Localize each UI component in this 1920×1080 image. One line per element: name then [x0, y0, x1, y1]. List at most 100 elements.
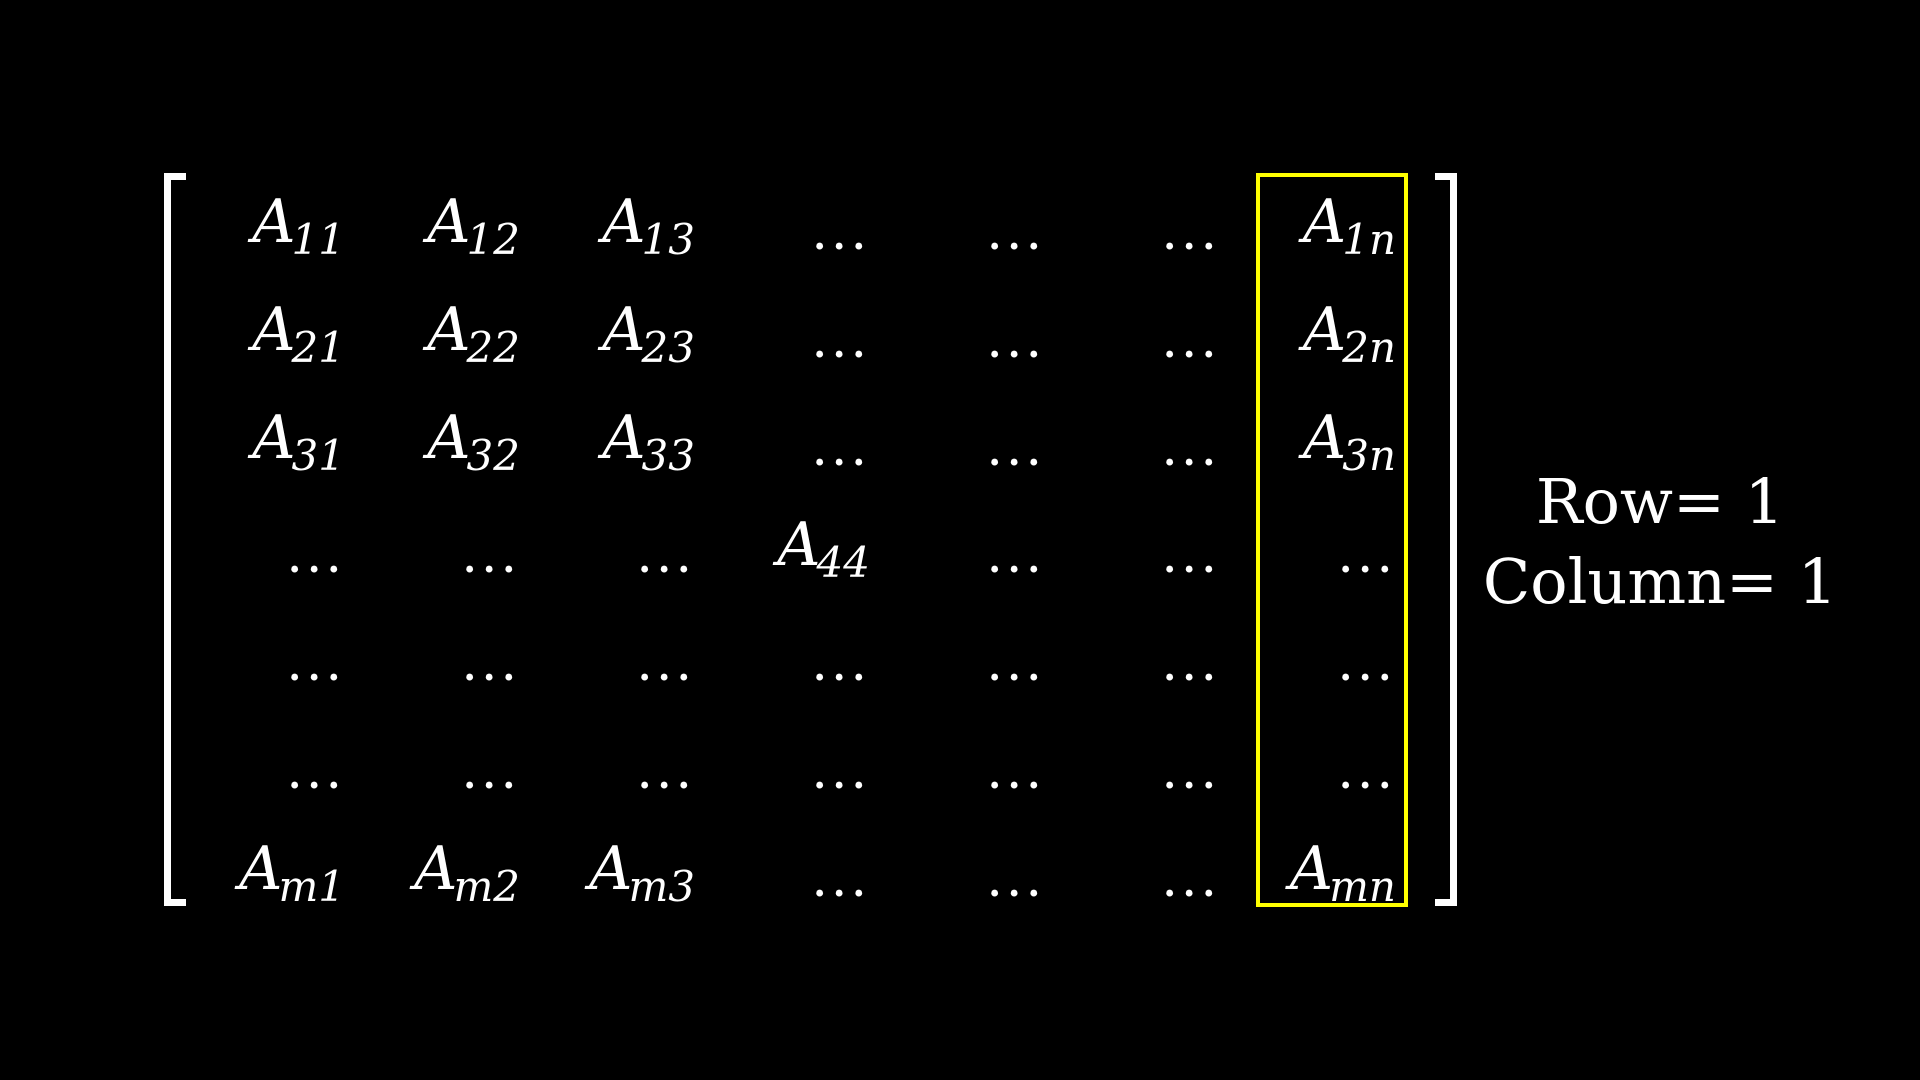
entry-subscript: 13 — [641, 215, 695, 264]
matrix-entry: A44 — [690, 491, 870, 599]
ellipsis: ... — [865, 815, 1045, 923]
matrix-entry: A13 — [515, 168, 695, 276]
entry-subscript: m2 — [453, 862, 520, 911]
ellipsis-text: ... — [986, 741, 1045, 801]
ellipsis: ... — [865, 491, 1045, 599]
ellipsis-text: ... — [811, 633, 870, 693]
entry-subscript: 1n — [1342, 215, 1396, 264]
matrix-entry: A21 — [165, 276, 345, 384]
index-labels: Row= 1 Column= 1 — [1480, 462, 1840, 622]
entry-subscript: 22 — [466, 323, 520, 372]
ellipsis: ... — [690, 384, 870, 492]
entry-subscript: 12 — [466, 215, 520, 264]
ellipsis: ... — [340, 491, 520, 599]
entry-symbol: A — [1289, 834, 1334, 904]
ellipsis-text: ... — [636, 525, 695, 585]
ellipsis: ... — [1040, 384, 1220, 492]
matrix-entry: A32 — [340, 384, 520, 492]
ellipsis-text: ... — [811, 418, 870, 478]
entry-symbol: A — [1302, 295, 1347, 365]
ellipsis: ... — [1040, 168, 1220, 276]
entry-symbol: A — [777, 510, 821, 580]
ellipsis-text: ... — [286, 741, 345, 801]
matrix-entry: A22 — [340, 276, 520, 384]
entry-symbol: A — [427, 403, 471, 473]
entry-subscript: 44 — [816, 538, 870, 587]
column-highlight — [1256, 173, 1408, 907]
ellipsis: ... — [165, 599, 345, 707]
ellipsis-text: ... — [986, 633, 1045, 693]
entry-symbol: A — [252, 295, 296, 365]
ellipsis: ... — [690, 276, 870, 384]
entry-symbol: A — [602, 403, 646, 473]
entry-subscript: 31 — [291, 431, 345, 480]
ellipsis-text: ... — [1161, 310, 1220, 370]
ellipsis: ... — [1040, 599, 1220, 707]
matrix-entry: A1n — [1216, 168, 1396, 276]
ellipsis-text: ... — [636, 741, 695, 801]
ellipsis-text: ... — [986, 310, 1045, 370]
ellipsis: ... — [865, 384, 1045, 492]
ellipsis-text: ... — [461, 633, 520, 693]
entry-subscript: 2n — [1342, 323, 1396, 372]
ellipsis-text: ... — [1161, 741, 1220, 801]
entry-symbol: A — [589, 834, 633, 904]
entry-subscript: m1 — [278, 862, 345, 911]
matrix-entry: Am1 — [165, 815, 345, 923]
ellipsis-text: ... — [1161, 202, 1220, 262]
ellipsis: ... — [515, 491, 695, 599]
ellipsis-text: ... — [986, 418, 1045, 478]
ellipsis: ... — [1040, 491, 1220, 599]
ellipsis: ... — [865, 276, 1045, 384]
right-bracket — [1435, 173, 1457, 906]
ellipsis: ... — [1216, 599, 1396, 707]
ellipsis: ... — [865, 707, 1045, 815]
ellipsis-text: ... — [811, 849, 870, 909]
ellipsis-text: ... — [1337, 741, 1396, 801]
matrix-entry: Am2 — [340, 815, 520, 923]
entry-symbol: A — [602, 295, 646, 365]
entry-symbol: A — [427, 187, 471, 257]
matrix-entry: Am3 — [515, 815, 695, 923]
ellipsis: ... — [1216, 707, 1396, 815]
ellipsis: ... — [865, 599, 1045, 707]
ellipsis-text: ... — [986, 525, 1045, 585]
entry-symbol: A — [602, 187, 646, 257]
entry-symbol: A — [427, 295, 471, 365]
entry-symbol: A — [414, 834, 458, 904]
ellipsis: ... — [1040, 707, 1220, 815]
entry-subscript: 3n — [1342, 431, 1396, 480]
ellipsis: ... — [340, 707, 520, 815]
ellipsis: ... — [690, 168, 870, 276]
ellipsis: ... — [515, 707, 695, 815]
ellipsis: ... — [1040, 276, 1220, 384]
entry-symbol: A — [1302, 403, 1347, 473]
ellipsis-text: ... — [986, 849, 1045, 909]
ellipsis-text: ... — [1161, 849, 1220, 909]
ellipsis: ... — [1216, 491, 1396, 599]
left-bracket — [164, 173, 186, 906]
entry-subscript: 21 — [291, 323, 345, 372]
ellipsis-text: ... — [1161, 633, 1220, 693]
ellipsis: ... — [690, 815, 870, 923]
ellipsis: ... — [165, 707, 345, 815]
matrix-entry: A33 — [515, 384, 695, 492]
matrix-entry: A31 — [165, 384, 345, 492]
column-label: Column= 1 — [1482, 545, 1838, 618]
ellipsis-text: ... — [1337, 525, 1396, 585]
ellipsis-text: ... — [811, 202, 870, 262]
matrix-entry: A2n — [1216, 276, 1396, 384]
entry-symbol: A — [252, 403, 296, 473]
ellipsis: ... — [1040, 815, 1220, 923]
ellipsis-text: ... — [461, 741, 520, 801]
ellipsis-text: ... — [286, 525, 345, 585]
row-label: Row= 1 — [1535, 465, 1785, 538]
ellipsis-text: ... — [986, 202, 1045, 262]
entry-subscript: 11 — [291, 215, 345, 264]
entry-symbol: A — [252, 187, 296, 257]
entry-subscript: 23 — [641, 323, 695, 372]
entry-subscript: m3 — [628, 862, 695, 911]
ellipsis: ... — [165, 491, 345, 599]
ellipsis-text: ... — [1337, 633, 1396, 693]
ellipsis-text: ... — [1161, 418, 1220, 478]
